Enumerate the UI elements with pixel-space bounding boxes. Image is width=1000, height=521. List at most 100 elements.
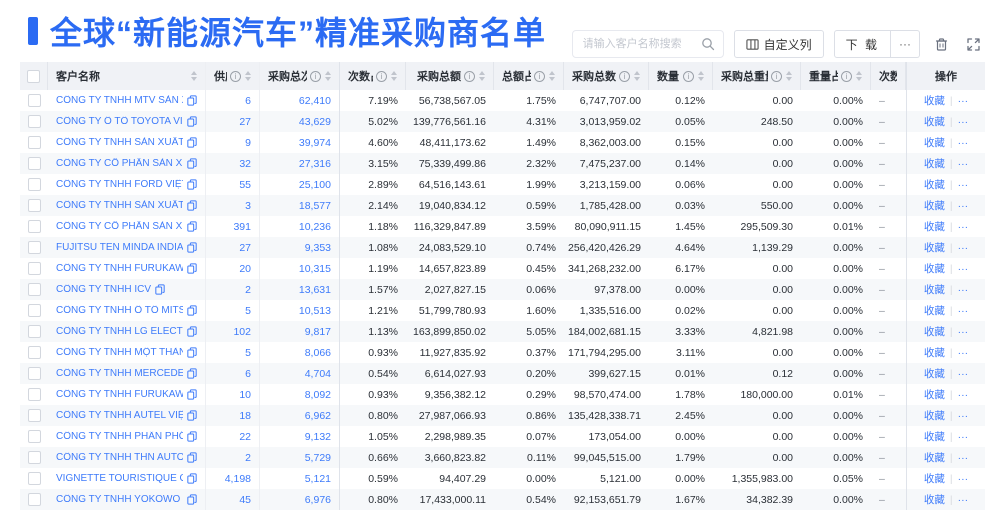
row-more-button[interactable]: ··· [957,94,969,107]
supplier-count[interactable]: 18 [206,405,260,426]
customer-name-link[interactable]: FUJITSU TEN MINDA INDIA PVT... [56,242,183,253]
supplier-count[interactable]: 27 [206,237,260,258]
row-more-button[interactable]: ··· [957,430,969,443]
customer-name-link[interactable]: VIGNETTE TOURISTIQUE G UNI... [56,473,183,484]
info-icon[interactable] [771,70,782,82]
row-more-button[interactable]: ··· [957,346,969,359]
purchase-count[interactable]: 6,976 [260,489,340,510]
purchase-count[interactable]: 10,315 [260,258,340,279]
supplier-count[interactable]: 5 [206,300,260,321]
purchase-count[interactable]: 10,513 [260,300,340,321]
supplier-count[interactable]: 20 [206,258,260,279]
row-checkbox[interactable] [27,430,41,443]
info-icon[interactable] [376,70,387,82]
supplier-count[interactable]: 32 [206,153,260,174]
customer-name-link[interactable]: CÔNG TY TNHH MỘT THÀNH V... [56,347,183,358]
row-checkbox[interactable] [27,346,41,359]
purchase-count[interactable]: 9,353 [260,237,340,258]
purchase-count[interactable]: 4,704 [260,363,340,384]
customer-name-link[interactable]: CÔNG TY TNHH FORD VIỆT NAM [56,179,183,190]
column-header-count-pct[interactable]: 次数占比 [340,62,406,90]
sort-icon[interactable] [245,71,251,81]
sort-icon[interactable] [786,71,792,81]
sort-icon[interactable] [698,71,704,81]
row-checkbox[interactable] [27,157,41,170]
favorite-button[interactable]: 收藏 [923,347,945,359]
copy-icon[interactable] [187,158,197,169]
row-more-button[interactable]: ··· [957,388,969,401]
sort-icon[interactable] [549,71,555,81]
info-icon[interactable] [310,70,321,82]
favorite-button[interactable]: 收藏 [923,452,945,464]
row-more-button[interactable]: ··· [957,472,969,485]
row-checkbox[interactable] [27,241,41,254]
column-header-quantity[interactable]: 采购总数量 [564,62,649,90]
supplier-count[interactable]: 55 [206,174,260,195]
row-checkbox[interactable] [27,136,41,149]
copy-icon[interactable] [187,263,197,274]
customer-name-link[interactable]: CÔNG TY TNHH LG ELECTRON... [56,326,183,337]
copy-icon[interactable] [187,116,197,127]
search-box[interactable] [571,30,724,58]
row-more-button[interactable]: ··· [957,178,969,191]
customer-name-link[interactable]: CÔNG TY TNHH FURUKAWA A... [56,263,183,274]
search-icon[interactable] [701,37,715,51]
info-icon[interactable] [534,70,545,82]
row-more-button[interactable]: ··· [957,409,969,422]
download-button[interactable]: 下 载 [833,30,891,58]
customer-name-link[interactable]: CÔNG TY TNHH MTV SẢN XUẤ... [56,95,183,106]
column-header-trend[interactable]: 次数趋势 [871,62,906,90]
column-header-supplier[interactable]: 供应商 [206,62,260,90]
purchase-count[interactable]: 13,631 [260,279,340,300]
copy-icon[interactable] [155,284,165,295]
row-more-button[interactable]: ··· [957,367,969,380]
row-more-button[interactable]: ··· [957,451,969,464]
purchase-count[interactable]: 6,962 [260,405,340,426]
purchase-count[interactable]: 8,066 [260,342,340,363]
sort-icon[interactable] [634,71,640,81]
favorite-button[interactable]: 收藏 [923,95,945,107]
copy-icon[interactable] [187,242,197,253]
column-header-quantity-pct[interactable]: 数量占比 [649,62,713,90]
copy-icon[interactable] [187,347,197,358]
row-more-button[interactable]: ··· [957,325,969,338]
favorite-button[interactable]: 收藏 [923,389,945,401]
purchase-count[interactable]: 5,729 [260,447,340,468]
copy-icon[interactable] [187,221,197,232]
customer-name-link[interactable]: CÔNG TY CỔ PHẦN SẢN XUẤT... [56,158,183,169]
search-input[interactable] [580,37,701,51]
supplier-count[interactable]: 2 [206,447,260,468]
favorite-button[interactable]: 收藏 [923,305,945,317]
customer-name-link[interactable]: CÔNG TY TNHH Ô TÔ MITSUBI... [56,305,183,316]
column-header-weight-pct[interactable]: 重量占比 [801,62,871,90]
copy-icon[interactable] [187,389,197,400]
info-icon[interactable] [683,70,694,82]
row-checkbox[interactable] [27,283,41,296]
copy-icon[interactable] [187,368,197,379]
favorite-button[interactable]: 收藏 [923,116,945,128]
download-more-button[interactable]: ··· [891,30,920,58]
favorite-button[interactable]: 收藏 [923,221,945,233]
row-checkbox[interactable] [27,304,41,317]
row-checkbox[interactable] [27,199,41,212]
info-icon[interactable] [464,70,475,82]
row-checkbox[interactable] [27,325,41,338]
sort-icon[interactable] [325,71,331,81]
customer-name-link[interactable]: CÔNG TY TNHH SẢN XUẤT VÀ ... [56,137,183,148]
favorite-button[interactable]: 收藏 [923,284,945,296]
column-header-purchase-amount[interactable]: 采购总额 [406,62,494,90]
favorite-button[interactable]: 收藏 [923,431,945,443]
copy-icon[interactable] [187,95,197,106]
copy-icon[interactable] [187,305,197,316]
supplier-count[interactable]: 6 [206,363,260,384]
customize-columns-button[interactable]: 自定义列 [733,30,824,58]
customer-name-link[interactable]: CÔNG TY Ô TÔ TOYOTA VIỆT ... [56,116,183,127]
row-more-button[interactable]: ··· [957,136,969,149]
supplier-count[interactable]: 3 [206,195,260,216]
copy-icon[interactable] [187,200,197,211]
row-checkbox[interactable] [27,178,41,191]
row-checkbox[interactable] [27,451,41,464]
supplier-count[interactable]: 4,198 [206,468,260,489]
purchase-count[interactable]: 9,817 [260,321,340,342]
favorite-button[interactable]: 收藏 [923,473,945,485]
